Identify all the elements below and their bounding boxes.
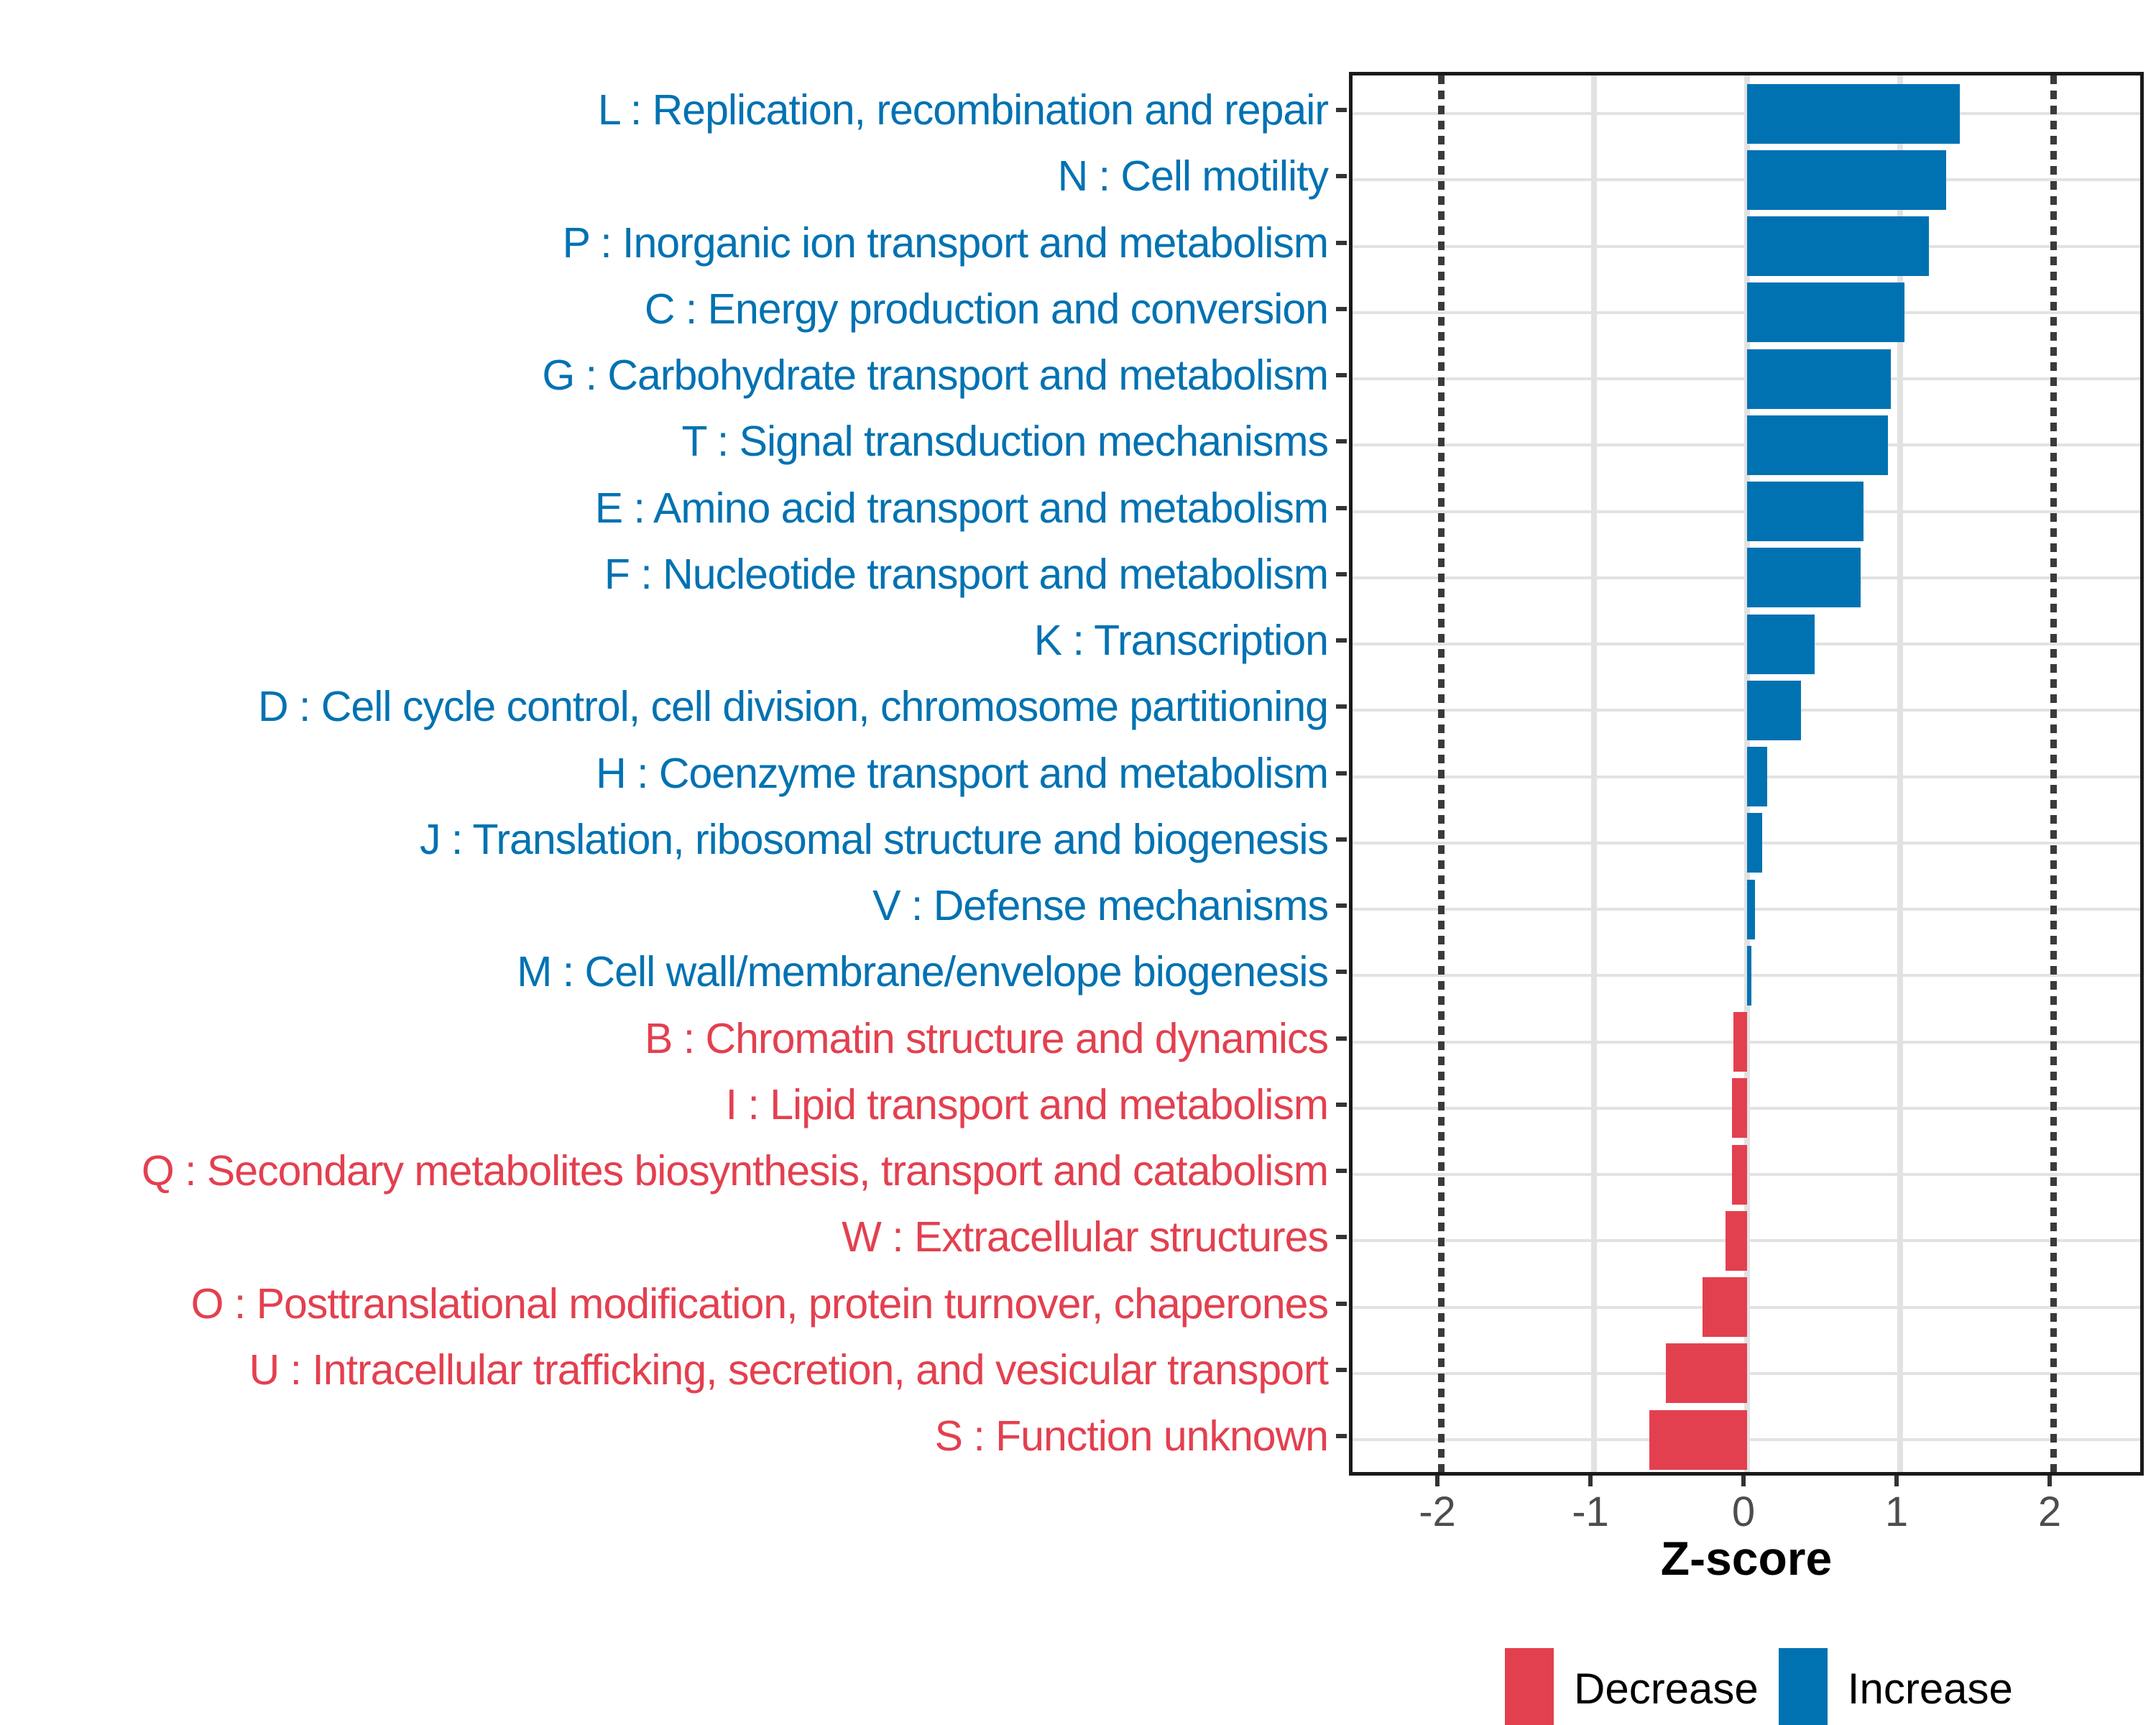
bar-L: [1747, 83, 1961, 144]
bar-W: [1726, 1210, 1747, 1271]
x-axis-tick-label: 2: [2037, 1489, 2062, 1535]
x-axis-tick-label: -2: [1419, 1489, 1456, 1535]
category-label: F : Nucleotide transport and metabolism: [604, 550, 1329, 598]
y-axis-tick: [1336, 240, 1347, 245]
category-label: B : Chromatin structure and dynamics: [644, 1014, 1329, 1062]
bar-H: [1747, 747, 1767, 806]
category-label: J : Translation, ribosomal structure and…: [419, 815, 1329, 863]
category-label: K : Transcription: [1033, 617, 1329, 664]
bar-S: [1649, 1409, 1747, 1470]
category-label: C : Energy production and conversion: [644, 285, 1329, 333]
bar-C: [1747, 282, 1905, 343]
x-axis-tick: [1741, 1476, 1746, 1486]
category-label: V : Defense mechanisms: [872, 882, 1329, 929]
x-axis-tick-label: 0: [1731, 1489, 1756, 1535]
bar-V: [1747, 879, 1755, 939]
y-axis-tick: [1336, 306, 1347, 311]
bar-D: [1747, 680, 1801, 740]
category-label: Q : Secondary metabolites biosynthesis, …: [141, 1147, 1329, 1195]
y-axis-tick: [1336, 174, 1347, 179]
y-axis-tick: [1336, 1367, 1347, 1372]
bar-J: [1747, 813, 1763, 873]
category-label: E : Amino acid transport and metabolism: [594, 484, 1329, 532]
legend-swatch-decrease: [1505, 1648, 1554, 1725]
x-axis-tick: [1588, 1476, 1593, 1486]
x-axis-tick-label: 1: [1884, 1489, 1909, 1535]
category-label: H : Coenzyme transport and metabolism: [596, 749, 1329, 797]
category-label: I : Lipid transport and metabolism: [725, 1080, 1329, 1128]
legend-label-decrease: Decrease: [1574, 1664, 1759, 1713]
y-axis-tick: [1336, 571, 1347, 576]
x-axis-tick: [2047, 1476, 2052, 1486]
bar-B: [1733, 1012, 1747, 1072]
bar-U: [1666, 1343, 1747, 1404]
y-axis-tick: [1336, 1036, 1347, 1041]
category-label: N : Cell motility: [1057, 152, 1329, 201]
legend-swatch-increase: [1778, 1648, 1828, 1725]
category-label: L : Replication, recombination and repai…: [597, 86, 1329, 134]
bar-F: [1747, 548, 1861, 608]
category-label: O : Posttranslational modification, prot…: [190, 1279, 1329, 1328]
bar-O: [1703, 1277, 1747, 1337]
y-axis-tick: [1336, 970, 1347, 975]
bar-P: [1747, 216, 1930, 276]
category-label: T : Signal transduction mechanisms: [681, 418, 1329, 466]
y-axis-tick: [1336, 1102, 1347, 1107]
y-axis-tick: [1336, 108, 1347, 112]
category-label: P : Inorganic ion transport and metaboli…: [562, 218, 1329, 267]
category-label: W : Extracellular structures: [842, 1213, 1329, 1261]
y-axis-tick: [1336, 770, 1347, 776]
reference-line-dotted: [2050, 75, 2057, 1472]
y-axis-tick: [1336, 837, 1347, 842]
bar-N: [1747, 150, 1946, 210]
y-axis-tick: [1336, 373, 1347, 377]
reference-line-dotted: [1437, 75, 1445, 1472]
y-axis-tick: [1336, 505, 1347, 510]
category-label: M : Cell wall/membrane/envelope biogenes…: [517, 948, 1329, 996]
x-axis-title: Z-score: [1660, 1532, 1833, 1585]
legend-label-increase: Increase: [1847, 1664, 2013, 1713]
y-axis-tick: [1336, 1301, 1347, 1306]
x-axis-tick: [1894, 1476, 1899, 1486]
y-axis-tick: [1336, 1235, 1347, 1240]
category-label: S : Function unknown: [934, 1412, 1329, 1460]
bar-E: [1747, 482, 1864, 541]
y-axis-tick: [1336, 1169, 1347, 1173]
bar-Q: [1731, 1144, 1747, 1205]
bar-M: [1747, 945, 1752, 1006]
category-label: U : Intracellular trafficking, secretion…: [249, 1346, 1329, 1394]
bar-I: [1731, 1078, 1747, 1138]
bar-T: [1747, 415, 1888, 475]
y-axis-tick: [1336, 638, 1347, 643]
bar-G: [1747, 349, 1892, 409]
x-axis-tick-label: -1: [1572, 1489, 1609, 1535]
y-axis-tick: [1336, 903, 1347, 908]
category-label: D : Cell cycle control, cell division, c…: [258, 683, 1329, 731]
gridline-vertical: [1591, 75, 1597, 1472]
y-axis-tick: [1336, 704, 1347, 709]
plot-panel: [1349, 72, 2144, 1476]
legend: Decrease Increase: [1505, 1648, 2013, 1725]
bar-K: [1747, 614, 1815, 674]
category-label: G : Carbohydrate transport and metabolis…: [542, 351, 1329, 399]
gridline-vertical: [1897, 75, 1903, 1472]
y-axis-tick: [1336, 1434, 1347, 1438]
x-axis-tick: [1435, 1476, 1439, 1486]
y-axis-tick: [1336, 439, 1347, 444]
